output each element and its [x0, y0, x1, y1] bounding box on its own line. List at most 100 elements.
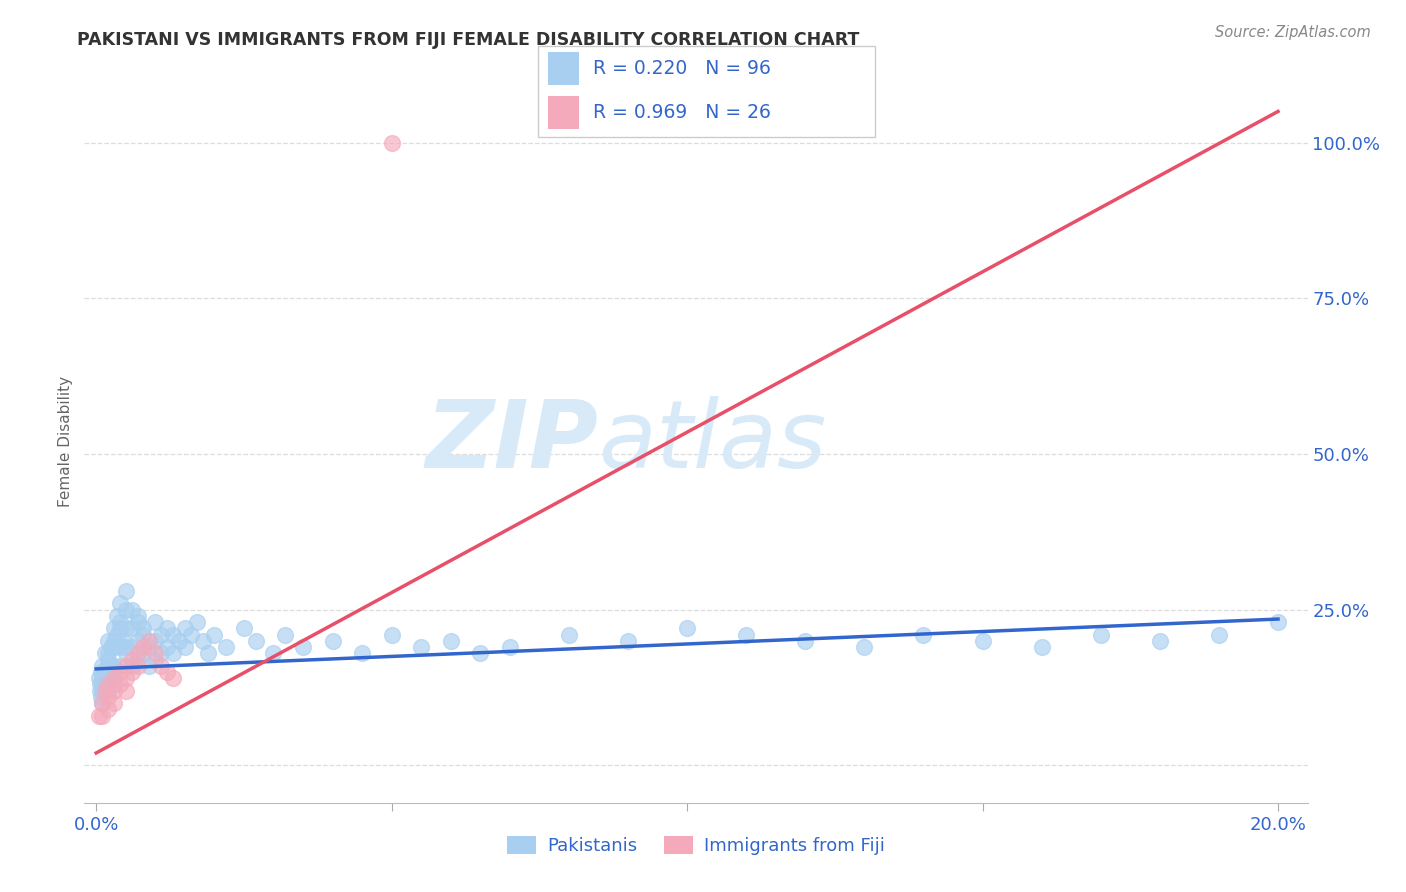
Point: [127, 652, 149, 666]
Point: [94, 677, 117, 691]
Legend: Pakistanis, Immigrants from Fiji: Pakistanis, Immigrants from Fiji: [501, 830, 891, 863]
Text: PAKISTANI VS IMMIGRANTS FROM FIJI FEMALE DISABILITY CORRELATION CHART: PAKISTANI VS IMMIGRANTS FROM FIJI FEMALE…: [77, 31, 859, 49]
Point: [352, 646, 374, 660]
Point: [972, 633, 994, 648]
Bar: [548, 52, 579, 85]
Point: [1208, 627, 1230, 641]
Point: [186, 615, 208, 630]
Point: [108, 640, 131, 654]
Point: [558, 627, 581, 641]
Point: [91, 658, 114, 673]
Text: R = 0.969   N = 26: R = 0.969 N = 26: [593, 103, 770, 122]
Point: [91, 708, 114, 723]
Point: [132, 640, 155, 654]
Point: [150, 646, 173, 660]
Point: [114, 621, 136, 635]
Point: [94, 683, 117, 698]
Point: [499, 640, 522, 654]
Point: [138, 633, 160, 648]
Point: [108, 597, 131, 611]
Point: [127, 615, 149, 630]
Point: [132, 627, 155, 641]
Point: [97, 683, 120, 698]
Point: [108, 665, 131, 679]
Point: [121, 665, 143, 679]
Point: [853, 640, 876, 654]
Point: [173, 621, 195, 635]
Bar: [548, 96, 579, 129]
Point: [105, 609, 128, 624]
Point: [94, 665, 117, 679]
Point: [114, 603, 136, 617]
Point: [103, 658, 125, 673]
Point: [191, 633, 214, 648]
Point: [103, 633, 125, 648]
Point: [162, 671, 184, 685]
Text: ZIP: ZIP: [425, 395, 598, 488]
Point: [245, 633, 267, 648]
Point: [121, 640, 143, 654]
Point: [91, 677, 114, 691]
Point: [100, 640, 122, 654]
Point: [103, 683, 125, 698]
Point: [381, 627, 404, 641]
Point: [91, 683, 114, 698]
Point: [470, 646, 492, 660]
Point: [103, 696, 125, 710]
Point: [111, 633, 134, 648]
Point: [232, 621, 254, 635]
Point: [105, 627, 128, 641]
Point: [91, 671, 114, 685]
Point: [794, 633, 817, 648]
Point: [150, 627, 173, 641]
Point: [114, 658, 136, 673]
Point: [411, 640, 433, 654]
Point: [262, 646, 284, 660]
Point: [114, 671, 136, 685]
Point: [108, 621, 131, 635]
Point: [617, 633, 640, 648]
Point: [138, 658, 160, 673]
Point: [138, 640, 160, 654]
Point: [108, 677, 131, 691]
Point: [100, 658, 122, 673]
Point: [197, 646, 219, 660]
Point: [143, 652, 166, 666]
Point: [1149, 633, 1171, 648]
Point: [97, 646, 120, 660]
Point: [97, 690, 120, 704]
Point: [108, 615, 131, 630]
Text: atlas: atlas: [598, 396, 827, 487]
Point: [173, 640, 195, 654]
Point: [103, 677, 125, 691]
Point: [97, 677, 120, 691]
Point: [127, 646, 149, 660]
Point: [156, 621, 179, 635]
Point: [180, 627, 202, 641]
Point: [89, 677, 111, 691]
Point: [132, 646, 155, 660]
Point: [90, 665, 112, 679]
Point: [143, 633, 166, 648]
Point: [322, 633, 344, 648]
Point: [156, 665, 179, 679]
Point: [97, 702, 120, 716]
Point: [912, 627, 935, 641]
Point: [274, 627, 297, 641]
Point: [127, 633, 149, 648]
Point: [167, 633, 190, 648]
Point: [91, 696, 114, 710]
Point: [90, 690, 112, 704]
Point: [143, 615, 166, 630]
Point: [108, 658, 131, 673]
Point: [156, 640, 179, 654]
Point: [202, 627, 225, 641]
Point: [103, 621, 125, 635]
Point: [114, 640, 136, 654]
Point: [1031, 640, 1053, 654]
Point: [97, 671, 120, 685]
Point: [121, 621, 143, 635]
FancyBboxPatch shape: [537, 45, 876, 137]
Point: [114, 646, 136, 660]
Point: [735, 627, 758, 641]
